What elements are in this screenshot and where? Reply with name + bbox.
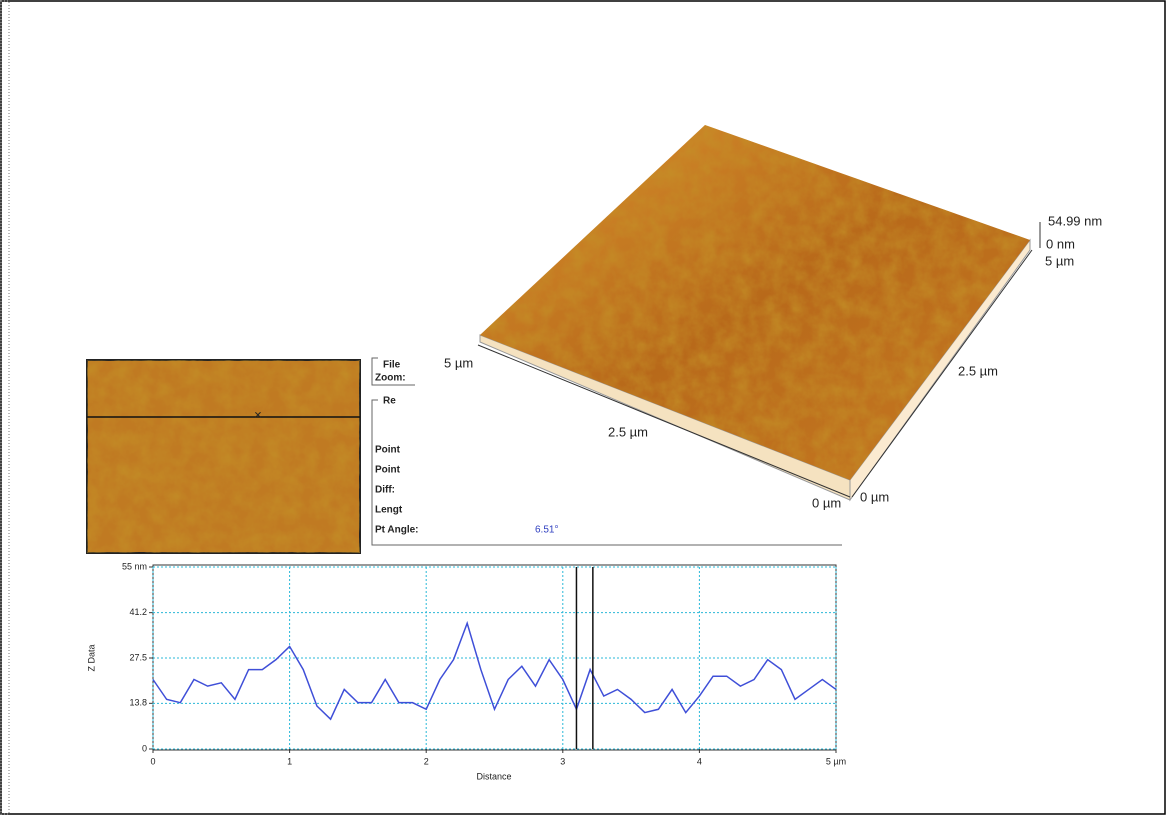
x-tick-label: 3 [560, 756, 565, 766]
z-label: 0 nm [1046, 236, 1075, 251]
image-texture [87, 360, 360, 553]
axis-label: 2.5 µm [958, 363, 998, 378]
afm-image: ✕ [87, 360, 360, 553]
y-tick-label: 13.8 [129, 698, 147, 708]
axis-label: 2.5 µm [608, 424, 648, 439]
y-tick-label: 41.2 [129, 607, 147, 617]
x-tick-label: 4 [697, 756, 702, 766]
x-axis-label: Distance [476, 771, 511, 781]
surface-texture [480, 125, 1030, 480]
axis-label: 0 µm [860, 489, 889, 504]
panel-text: File [383, 360, 401, 371]
panel-text: Diff: [375, 485, 395, 496]
x-tick-label: 5 µm [826, 756, 846, 766]
surface-3d: 54.99 nm 0 nm 5 µm 2.5 µm 0 µm 0 µm 2.5 … [444, 125, 1102, 510]
axis-label: 5 µm [444, 355, 473, 370]
x-tick-label: 2 [424, 756, 429, 766]
y-tick-label: 55 nm [122, 561, 147, 571]
axis-label: 5 µm [1045, 253, 1074, 268]
panel-text: Lengt [375, 505, 403, 516]
x-tick-label: 1 [287, 756, 292, 766]
panel-text: Pt Angle: [375, 525, 419, 536]
x-tick-label: 0 [150, 756, 155, 766]
axis-label: 0 µm [812, 495, 841, 510]
frame-edge [1, 1, 9, 814]
panel-value: 6.51° [535, 525, 558, 536]
page: 54.99 nm 0 nm 5 µm 2.5 µm 0 µm 0 µm 2.5 … [0, 0, 1166, 815]
y-axis-label: Z Data [86, 644, 96, 671]
panel-text: Re [383, 396, 396, 407]
y-tick-label: 0 [142, 743, 147, 753]
profile-chart: Z Data Distance 0 13.8 27.5 41.2 55 nm 0 1 2 3 4 5… [86, 561, 846, 781]
marker: ✕ [254, 411, 262, 422]
panel-text: Point [375, 445, 401, 456]
panel-text: Zoom: [375, 373, 406, 384]
z-label: 54.99 nm [1048, 213, 1102, 228]
y-tick-label: 27.5 [129, 652, 147, 662]
panel-text: Point [375, 465, 401, 476]
